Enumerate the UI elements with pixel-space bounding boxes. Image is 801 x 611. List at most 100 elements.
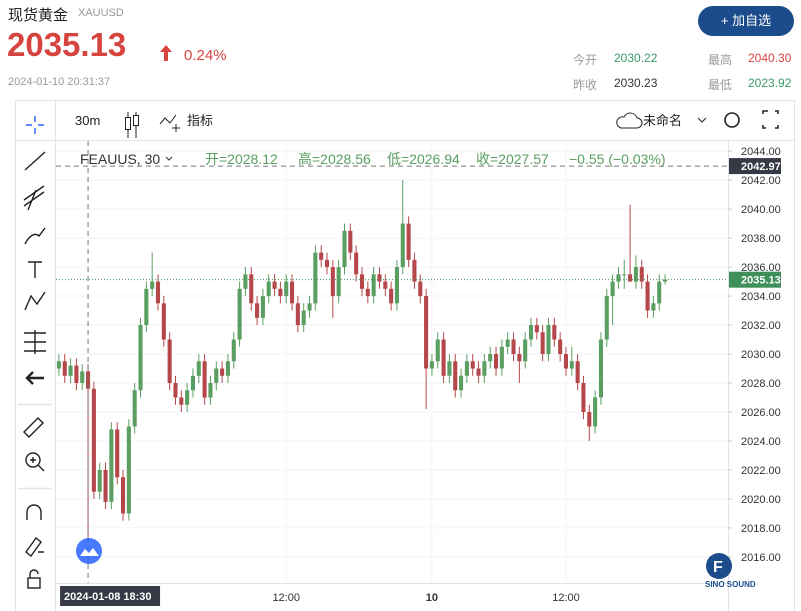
candle-body — [657, 281, 662, 304]
candle-body — [628, 274, 633, 282]
settings-icon[interactable] — [724, 112, 740, 128]
y-tick-label: 2038.00 — [741, 233, 781, 245]
stat-label: 最高 — [708, 53, 733, 67]
candle-body — [62, 361, 67, 376]
up-arrow — [160, 45, 172, 61]
brush-tool[interactable] — [24, 227, 46, 245]
candle-body — [313, 252, 318, 304]
candle-body — [406, 223, 411, 260]
crosshair-tool[interactable] — [26, 116, 44, 134]
fib-tool[interactable] — [23, 185, 45, 211]
ruler-tool[interactable] — [23, 417, 44, 438]
stat-value: 2023.92 — [748, 76, 792, 90]
crosshair-price-badge — [729, 158, 781, 175]
candle-body — [307, 303, 312, 311]
back-tool[interactable] — [25, 371, 44, 385]
text-tool[interactable] — [28, 261, 42, 278]
candle-body — [68, 365, 73, 376]
candle-body — [488, 354, 493, 362]
candle-body — [255, 303, 260, 318]
candle-body — [120, 477, 126, 514]
lock-tool[interactable] — [27, 577, 41, 589]
stat-label: 最低 — [708, 78, 733, 92]
layout-dropdown[interactable] — [697, 117, 707, 123]
candle-body — [214, 368, 219, 384]
candle-body — [290, 281, 295, 304]
layout-name[interactable]: 未命名 — [643, 113, 682, 128]
last-price-label: 2035.13 — [741, 275, 781, 287]
candle-body — [179, 397, 184, 405]
candle-body — [167, 339, 172, 384]
candle-body — [348, 230, 353, 253]
candle-body — [284, 281, 289, 297]
y-tick-label: 2016.00 — [741, 552, 781, 564]
x-tick-label: 12:00 — [552, 592, 580, 604]
candle-body — [552, 325, 557, 340]
x-tick-label: 10 — [426, 592, 438, 604]
pattern-tool[interactable] — [24, 291, 46, 311]
candle-body — [196, 361, 201, 376]
zoom-tool[interactable] — [25, 452, 41, 468]
candle-body — [593, 397, 598, 427]
lock-draw-tool[interactable] — [25, 536, 44, 558]
candle-body — [511, 339, 516, 355]
indicator-icon[interactable] — [159, 114, 180, 132]
chart-type-icon[interactable] — [125, 112, 139, 138]
candle-body — [476, 368, 481, 376]
candle-body — [499, 346, 504, 369]
legend-dropdown[interactable] — [165, 156, 173, 161]
svg-text:F: F — [713, 559, 723, 576]
candle-body — [418, 281, 423, 297]
measure-tool[interactable] — [24, 330, 46, 354]
candle-body — [359, 274, 365, 289]
candle-body — [295, 303, 300, 326]
trend-line-tool[interactable] — [24, 151, 46, 171]
candle-body — [447, 361, 452, 376]
candle-body — [459, 375, 464, 391]
candle-body — [161, 303, 166, 340]
candle-body — [639, 267, 644, 282]
candle-body — [482, 361, 487, 376]
y-tick-label: 2036.00 — [741, 262, 781, 274]
candle-body — [56, 361, 61, 369]
widget-border — [15, 100, 795, 611]
candle-body — [237, 288, 242, 340]
fullscreen-icon[interactable] — [762, 110, 779, 129]
candle-body — [400, 223, 405, 268]
indicators[interactable]: 指标 — [187, 113, 213, 128]
candle-body — [260, 296, 265, 318]
candle-body — [505, 339, 510, 347]
candle-body — [534, 325, 539, 333]
legend-change: −0.55 (−0.03%) — [569, 151, 666, 167]
legend-close: 收=2027.57 — [476, 151, 549, 167]
magnet-tool[interactable] — [26, 504, 42, 520]
candle-body — [441, 339, 446, 376]
stat-label: 昨收 — [573, 78, 598, 92]
watermark-text: SINO SOUND — [705, 580, 756, 589]
candle-body — [389, 288, 394, 304]
stat-value: 2030.22 — [614, 51, 658, 65]
y-tick-label: 2020.00 — [741, 494, 781, 506]
candle-body — [546, 325, 551, 355]
y-tick-label: 2018.00 — [741, 523, 781, 535]
candle-body — [202, 361, 207, 398]
crosshair-price-label: 2042.97 — [741, 161, 781, 173]
candle-body — [528, 325, 534, 340]
candle-body — [278, 288, 283, 297]
add-watchlist-button[interactable]: + 加自选 — [698, 6, 794, 36]
app-logo[interactable] — [76, 538, 102, 564]
candle-body — [412, 259, 417, 282]
candle-body — [319, 252, 324, 260]
candle-body — [581, 383, 586, 412]
candle-body — [383, 281, 388, 289]
candle-body — [150, 281, 155, 289]
candle-body — [493, 354, 499, 369]
candle-body — [354, 252, 359, 275]
candle-body — [435, 339, 440, 362]
candle-body — [266, 281, 271, 297]
candle-body — [394, 267, 399, 304]
timestamp: 2024-01-10 20:31:37 — [8, 76, 111, 88]
y-tick-label: 2026.00 — [741, 407, 781, 419]
interval[interactable]: 30m — [75, 113, 100, 128]
